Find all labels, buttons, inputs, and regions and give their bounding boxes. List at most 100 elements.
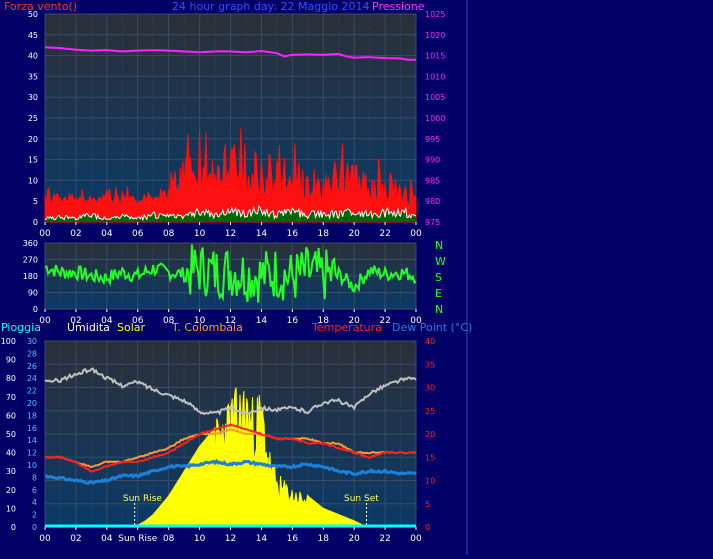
wind-speed-tick-label: 35 xyxy=(28,72,38,81)
solar-tick-label: 28 xyxy=(27,349,37,358)
temperature-x-tick-label: 22 xyxy=(379,534,390,544)
direction-tick-label: 360 xyxy=(23,239,38,248)
wind-x-tick-label: 20 xyxy=(348,229,360,239)
dew-point-series xyxy=(44,458,417,485)
humidity-series xyxy=(44,367,417,416)
temperature-x-tick-label: 10 xyxy=(194,534,206,544)
rain-tick-label: 0 xyxy=(11,523,16,532)
wind-x-tick-label: 00 xyxy=(410,229,422,239)
direction-tick-label: 0 xyxy=(33,305,38,314)
solar-tick-label: 8 xyxy=(32,473,37,482)
legend-dew-point: Dew Point (°C) xyxy=(392,321,472,334)
pressure-tick-label: 1005 xyxy=(425,93,445,102)
direction-x-tick-label: 18 xyxy=(318,316,330,326)
wind-direction-ticks: 0 90 180 270 360 00 02 04 06 08 10 12 14 16 18 20 22 00 xyxy=(23,239,422,326)
direction-x-tick-label: 08 xyxy=(163,316,175,326)
wind-direction-series xyxy=(44,244,417,303)
solar-tick-label: 6 xyxy=(32,486,37,495)
temperature-tick-label: 15 xyxy=(425,453,435,462)
temperature-x-tick-label: 12 xyxy=(225,534,236,544)
wind-speed-tick-label: 15 xyxy=(28,156,38,165)
solar-tick-label: 30 xyxy=(27,337,37,346)
wind-speed-tick-label: 10 xyxy=(28,176,38,185)
solar-tick-label: 10 xyxy=(27,461,37,470)
rain-tick-label: 80 xyxy=(6,374,16,383)
temperature-tick-label: 40 xyxy=(425,337,435,346)
wind-gust-series xyxy=(44,128,417,223)
wind-average-fill xyxy=(45,206,416,222)
sunset-label: Sun Set xyxy=(344,494,379,504)
rain-tick-label: 100 xyxy=(1,337,16,346)
temperature-tick-label: 5 xyxy=(425,500,430,509)
wind-speed-tick-label: 40 xyxy=(28,52,38,61)
pressure-tick-label: 995 xyxy=(425,135,440,144)
legend-rain: Pioggia xyxy=(1,321,41,334)
temperature-series xyxy=(44,423,417,473)
rain-tick-label: 90 xyxy=(6,356,16,365)
pressure-tick-label: 1010 xyxy=(425,72,445,81)
wind-x-tick-label: 10 xyxy=(194,229,206,239)
wind-direction-marks xyxy=(44,244,417,303)
direction-x-tick-label: 14 xyxy=(256,316,268,326)
pressure-tick-label: 1020 xyxy=(425,31,445,40)
rain-tick-label: 10 xyxy=(6,504,16,513)
direction-tick-label: 270 xyxy=(23,256,38,265)
compass-label-s: S xyxy=(435,271,442,284)
direction-x-tick-label: 12 xyxy=(225,316,236,326)
temperature-x-tick-label: 14 xyxy=(256,534,268,544)
pressure-tick-label: 1015 xyxy=(425,52,445,61)
pressure-tick-label: 980 xyxy=(425,197,440,206)
direction-x-tick-label: 04 xyxy=(101,316,113,326)
temperature-marks xyxy=(44,367,417,528)
rain-tick-label: 40 xyxy=(6,449,16,458)
temperature-tick-label: 35 xyxy=(425,360,435,369)
solar-tick-label: 14 xyxy=(27,436,37,445)
wind-x-tick-label: 04 xyxy=(101,229,113,239)
rain-tick-label: 60 xyxy=(6,411,16,420)
wind-x-tick-label: 22 xyxy=(379,229,390,239)
wind-speed-tick-label: 0 xyxy=(33,218,38,227)
temperature-tick-label: 30 xyxy=(425,384,435,393)
solar-series xyxy=(133,387,369,528)
temperature-x-tick-label: 04 xyxy=(101,534,113,544)
compass-label-n-top: N xyxy=(435,239,443,252)
direction-x-tick-label: 00 xyxy=(410,316,422,326)
legend-solar: Solar xyxy=(117,321,146,334)
compass-label-w: W xyxy=(435,255,446,268)
solar-tick-label: 26 xyxy=(27,362,37,371)
direction-tick-label: 180 xyxy=(23,272,38,281)
direction-tick-label: 90 xyxy=(28,289,38,298)
temperature-tick-label: 10 xyxy=(425,477,435,486)
temperature-tick-label: 20 xyxy=(425,430,435,439)
solar-tick-label: 4 xyxy=(32,498,37,507)
legend-humidity: Umidita xyxy=(67,321,110,334)
wind-x-tick-label: 18 xyxy=(318,229,330,239)
temperature-x-tick-label: 08 xyxy=(163,534,175,544)
rain-tick-label: 50 xyxy=(6,430,16,439)
wind-x-tick-label: 02 xyxy=(70,229,81,239)
solar-tick-label: 24 xyxy=(27,374,37,383)
legend-temperature: Temperatura xyxy=(311,321,382,334)
legend-t-colombaia: T. Colombaia xyxy=(171,321,243,334)
rain-tick-label: 70 xyxy=(6,393,16,402)
solar-tick-label: 2 xyxy=(32,511,37,520)
wind-pressure-marks xyxy=(44,46,417,223)
wind-x-tick-label: 16 xyxy=(287,229,299,239)
direction-x-tick-label: 02 xyxy=(70,316,81,326)
wind-x-tick-label: 06 xyxy=(132,229,144,239)
wind-speed-tick-label: 30 xyxy=(28,93,38,102)
wind-x-tick-label: 08 xyxy=(163,229,175,239)
wind-speed-tick-label: 45 xyxy=(28,31,38,40)
temperature-x-tick-label: 00 xyxy=(410,534,422,544)
compass-label-e: E xyxy=(435,287,442,300)
temperature-x-tick-label: 18 xyxy=(318,534,330,544)
wind-x-tick-label: 14 xyxy=(256,229,268,239)
solar-tick-label: 0 xyxy=(32,523,37,532)
rain-tick-label: 20 xyxy=(6,486,16,495)
temperature-x-tick-label: 16 xyxy=(287,534,299,544)
pressure-tick-label: 1025 xyxy=(425,10,445,19)
pressure-tick-label: 990 xyxy=(425,156,440,165)
temperature-tick-label: 25 xyxy=(425,407,435,416)
